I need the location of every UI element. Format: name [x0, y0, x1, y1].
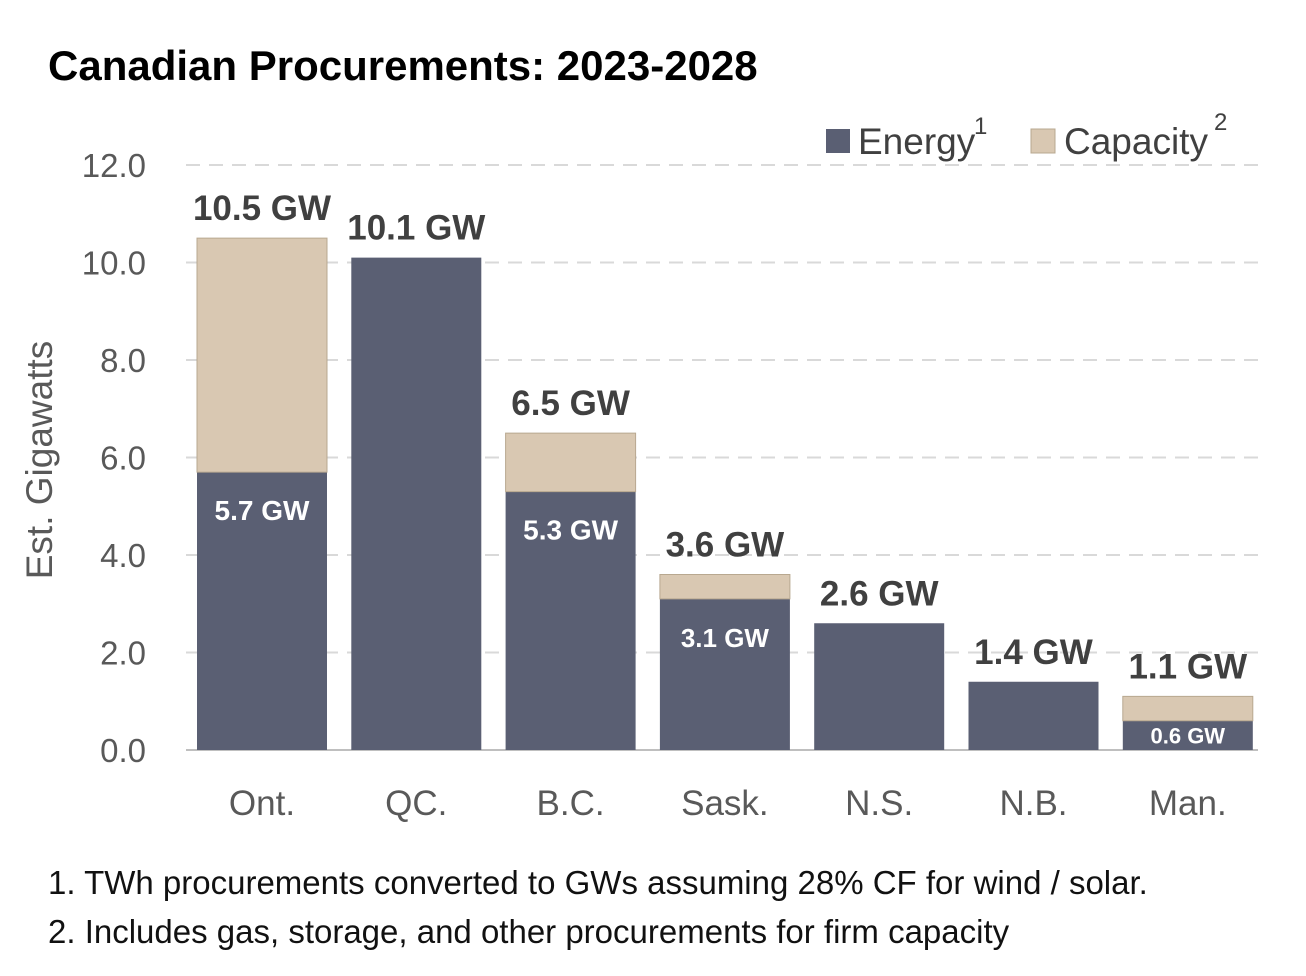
bar-energy-label: 5.7 GW: [215, 495, 310, 526]
legend: Energy 1 Capacity 2: [826, 109, 1227, 162]
bar-total-label: 1.4 GW: [974, 633, 1093, 672]
legend-label-capacity: Capacity: [1064, 121, 1208, 162]
y-tick-label: 6.0: [100, 440, 146, 477]
x-category-label: QC.: [385, 784, 447, 823]
bar-capacity: [1122, 695, 1254, 722]
x-category-label: N.B.: [999, 784, 1067, 823]
legend-sup-energy: 1: [974, 113, 987, 140]
bar-energy: [197, 472, 327, 750]
bar-energy-label: 0.6 GW: [1151, 723, 1226, 748]
bar-energy: [659, 598, 790, 750]
bar-capacity: [659, 574, 791, 600]
bar-energy: [351, 257, 482, 750]
legend-label-energy: Energy: [858, 121, 976, 162]
bar-total-label: 10.1 GW: [347, 209, 485, 248]
legend-swatch-energy: [826, 129, 850, 153]
bar-capacity: [196, 237, 328, 473]
legend-sup-capacity: 2: [1214, 109, 1227, 136]
y-axis-label: Est. Gigawatts: [19, 341, 60, 580]
x-axis-categories: Ont. QC. B.C. Sask. N.S. N.B. Man.: [229, 784, 1227, 823]
x-category-label: N.S.: [845, 784, 913, 823]
y-tick-label: 2.0: [100, 635, 146, 672]
bar-energy: [505, 491, 636, 750]
bar-total-label: 10.5 GW: [193, 189, 331, 228]
bar-total-label: 6.5 GW: [511, 384, 630, 423]
bar-energy: [1122, 720, 1253, 750]
legend-swatch-capacity: [1030, 128, 1056, 154]
footnote-2: 2. Includes gas, storage, and other proc…: [48, 913, 1010, 950]
x-category-label: Man.: [1149, 784, 1227, 823]
y-tick-label: 4.0: [100, 537, 146, 574]
x-category-label: B.C.: [537, 784, 605, 823]
footnote-1: 1. TWh procurements converted to GWs ass…: [48, 864, 1148, 901]
y-tick-label: 8.0: [100, 342, 146, 379]
y-tick-label: 10.0: [82, 245, 146, 282]
bar-energy: [968, 681, 1099, 750]
x-category-label: Sask.: [681, 784, 769, 823]
chart-title: Canadian Procurements: 2023-2028: [48, 42, 758, 89]
bar-total-label: 1.1 GW: [1128, 647, 1247, 686]
bar-energy-label: 5.3 GW: [523, 515, 618, 546]
y-axis-ticks: 0.0 2.0 4.0 6.0 8.0 10.0 12.0: [82, 147, 146, 769]
bar-total-label: 3.6 GW: [666, 526, 785, 565]
bar-capacity: [505, 432, 637, 493]
bar-energy: [814, 623, 945, 750]
bar-total-label: 2.6 GW: [820, 574, 939, 613]
bar-labels: 10.5 GW 5.7 GW 10.1 GW 6.5 GW 5.3 GW 3.6 GW 3.…: [193, 189, 1247, 748]
x-category-label: Ont.: [229, 784, 295, 823]
y-tick-label: 12.0: [82, 147, 146, 184]
bar-energy-label: 3.1 GW: [681, 623, 770, 653]
y-tick-label: 0.0: [100, 732, 146, 769]
bars: [196, 237, 1254, 750]
